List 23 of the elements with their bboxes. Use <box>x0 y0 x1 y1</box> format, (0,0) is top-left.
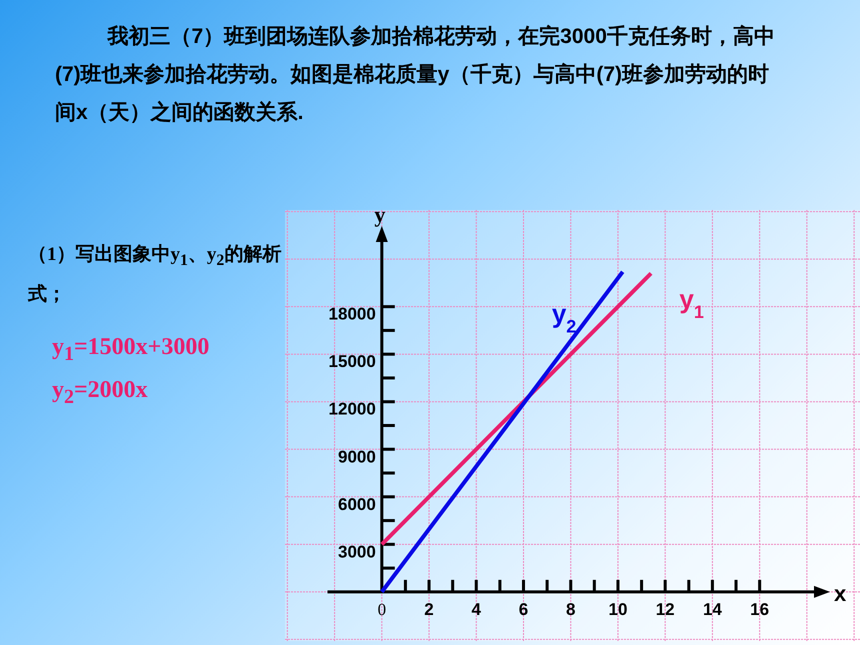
series-label: y$_{1}$ <box>679 284 704 322</box>
x-axis-title: x <box>834 580 847 606</box>
text: y$_{2}$=2000x <box>52 377 148 409</box>
y-tick-label: 6000 <box>338 494 376 514</box>
y-tick-label: 18000 <box>328 304 376 324</box>
x-tick-label: 6 <box>518 600 528 619</box>
y-tick-label: 9000 <box>338 447 376 466</box>
text: y$_{1}$=1500x+3000 <box>52 334 210 366</box>
y-axis-title: y <box>374 202 386 227</box>
x-tick-label: 4 <box>472 600 482 619</box>
x-tick-label: 14 <box>702 600 722 619</box>
x-tick-label: 12 <box>656 600 675 619</box>
y-tick-label: 15000 <box>328 352 376 372</box>
x-tick-label: 0 <box>378 600 386 619</box>
x-tick-label: 8 <box>566 600 576 619</box>
x-tick-label: 16 <box>750 600 770 619</box>
x-tick-label: 2 <box>424 600 434 619</box>
x-tick-label: 10 <box>608 600 628 619</box>
y-tick-label: 3000 <box>338 542 376 562</box>
chart-title: 我初三（7）班到团场连队参加拾棉花劳动，在完3000千克任务时，高中(7)班也来参加拾花劳动。如图是棉花质量y（千克）与高中(7)班参加劳动的时间x（天）之间的函数关系. <box>55 24 776 126</box>
series-label: y$_{2}$ <box>552 298 576 337</box>
y-tick-label: 12000 <box>328 400 376 419</box>
text: （1）写出图象中y$_{1}$、y$_{2}$的解析式； <box>28 244 282 305</box>
